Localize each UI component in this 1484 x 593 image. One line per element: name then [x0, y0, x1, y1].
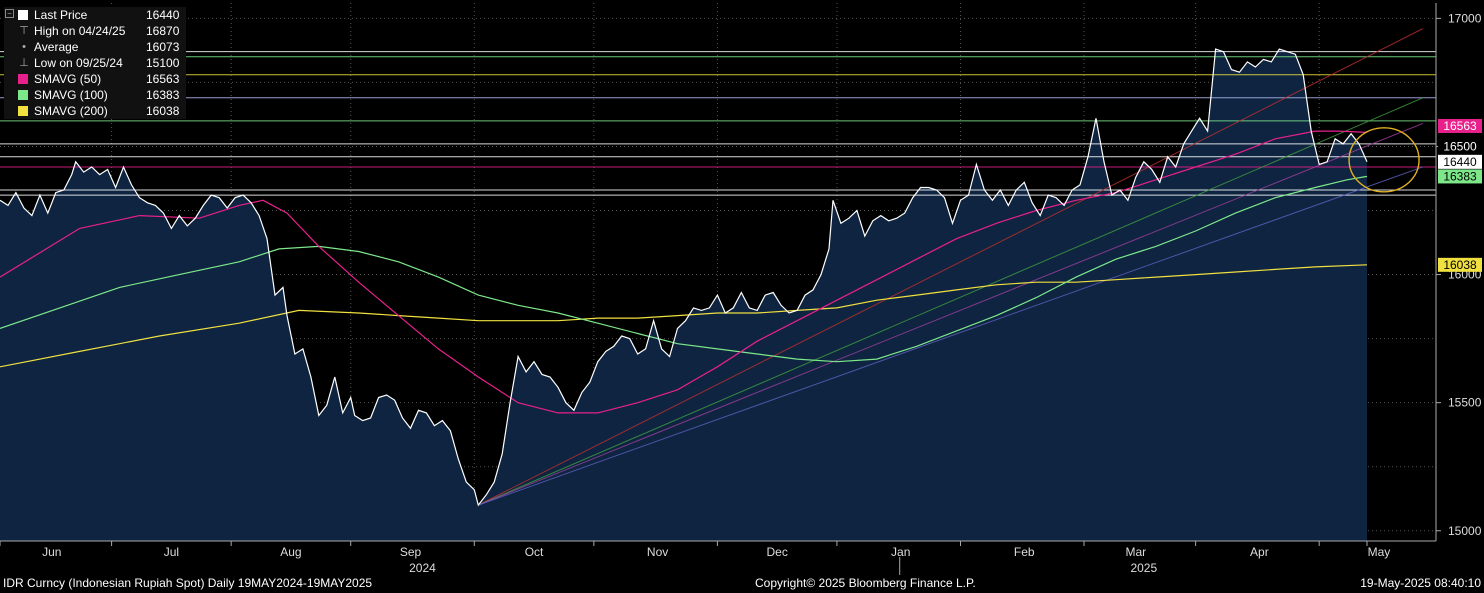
axis-tag-value: 16500: [1443, 139, 1477, 153]
legend-row: ⊤ High on 04/24/25 16870: [4, 23, 186, 39]
legend-label: SMAVG (200): [34, 104, 108, 118]
legend-label: SMAVG (100): [34, 88, 108, 102]
legend-value: 16870: [146, 24, 180, 38]
x-month-label: Dec: [766, 545, 787, 559]
last-price-line: [0, 48, 1368, 507]
legend-label: Low on 09/25/24: [34, 56, 123, 70]
legend-label: Average: [34, 40, 79, 54]
trend-line: [478, 28, 1424, 506]
legend-value: 15100: [146, 56, 180, 70]
chart-legend: − Last Price 16440 ⊤ High on 04/24/25 16870 •…: [4, 7, 186, 119]
axis-tag-value: 16383: [1443, 169, 1477, 183]
price-area-fill: [0, 49, 1367, 541]
legend-value: 16383: [146, 88, 180, 102]
series-lines: [0, 48, 1368, 507]
x-month-label: Jan: [891, 545, 910, 559]
highlight-circle: [1348, 127, 1420, 193]
trend-line: [478, 122, 1423, 506]
axis-tag-value: 16440: [1443, 155, 1477, 169]
footer-instrument: IDR Curncy (Indonesian Rupiah Spot) Dail…: [3, 576, 373, 590]
x-month-label: Jul: [164, 545, 179, 559]
high-marker-icon: ⊤: [19, 25, 29, 37]
legend-value: 16038: [146, 104, 180, 118]
sma100-line: [0, 175, 1368, 363]
legend-row: SMAVG (50) 16563: [4, 71, 186, 87]
legend-swatch: [18, 10, 28, 20]
legend-row: SMAVG (200) 16038: [4, 103, 186, 119]
low-marker-icon: ⊥: [19, 57, 29, 69]
x-year-label: 2025: [1130, 561, 1157, 575]
sma200-line: [0, 264, 1368, 368]
legend-rows: Last Price 16440 ⊤ High on 04/24/25 16870 • Av…: [4, 7, 186, 119]
legend-swatch: [18, 74, 28, 84]
legend-swatch: [18, 106, 28, 116]
axis-tag-box: [1438, 118, 1482, 133]
price-area: [0, 49, 1367, 541]
x-month-label: Jun: [42, 545, 61, 559]
x-month-label: Mar: [1126, 545, 1147, 559]
legend-row: SMAVG (100) 16383: [4, 87, 186, 103]
axis-tag-box: [1438, 154, 1482, 169]
y-tick-label: 15500: [1448, 396, 1482, 410]
legend-row: • Average 16073: [4, 39, 186, 55]
x-year-label: 2024: [409, 561, 436, 575]
legend-row: Last Price 16440: [4, 7, 186, 23]
legend-value: 16563: [146, 72, 180, 86]
trend-line: [478, 166, 1423, 506]
axis-tag-box: [1438, 169, 1482, 184]
x-month-label: Oct: [525, 545, 544, 559]
axes: 1500015500160001650017000JunJulAugSepOct…: [0, 3, 1482, 575]
footer-copyright: Copyright© 2025 Bloomberg Finance L.P.: [755, 576, 976, 590]
x-month-label: Nov: [647, 545, 668, 559]
legend-swatch: [18, 90, 28, 100]
footer-timestamp: 19-May-2025 08:40:10: [1360, 576, 1481, 590]
axis-tag-value: 16563: [1443, 119, 1477, 133]
legend-label: SMAVG (50): [34, 72, 102, 86]
axis-tag-value: 16038: [1443, 258, 1477, 272]
legend-value: 16073: [146, 40, 180, 54]
trend-line: [478, 97, 1423, 506]
x-month-label: May: [1368, 545, 1391, 559]
trend-lines: [478, 28, 1424, 506]
highlight-ellipse: [1348, 127, 1420, 193]
x-month-label: Feb: [1014, 545, 1035, 559]
avg-marker-icon: •: [22, 41, 26, 53]
legend-value: 16440: [146, 8, 180, 22]
legend-collapse-icon[interactable]: −: [5, 9, 14, 18]
legend-label: High on 04/24/25: [34, 24, 126, 38]
x-month-label: Aug: [280, 545, 301, 559]
x-month-label: Sep: [400, 545, 422, 559]
y-tick-label: 15000: [1448, 524, 1482, 538]
legend-row: ⊥ Low on 09/25/24 15100: [4, 55, 186, 71]
axis-tag-box: [1438, 257, 1482, 272]
x-month-label: Apr: [1250, 545, 1269, 559]
sma50-line: [0, 130, 1368, 414]
y-tick-label: 17000: [1448, 11, 1482, 25]
axis-tag-box: [1438, 139, 1482, 154]
legend-label: Last Price: [34, 8, 88, 22]
